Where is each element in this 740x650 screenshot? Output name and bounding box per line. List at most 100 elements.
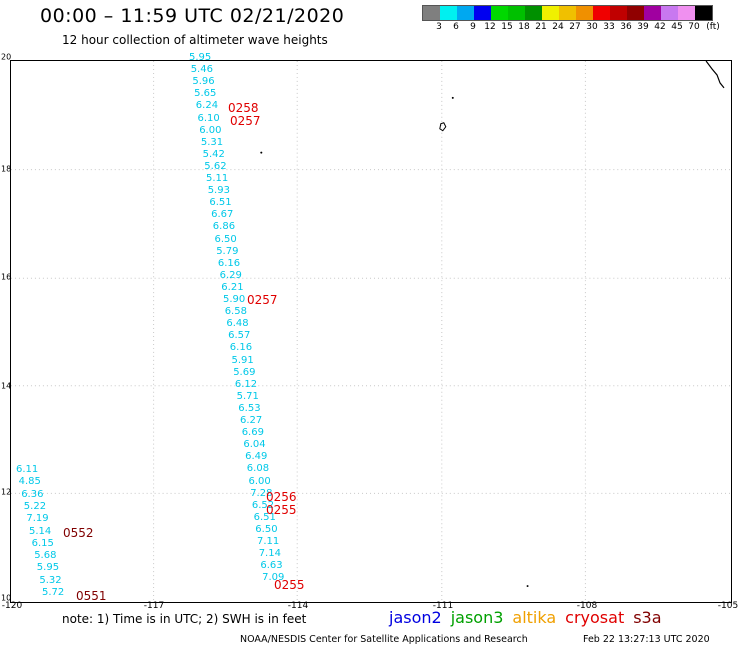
swh-value: 6.50 xyxy=(255,523,278,535)
legend-label: 33 xyxy=(603,22,615,32)
island-dot xyxy=(451,96,454,99)
legend-swatch xyxy=(695,6,712,20)
legend-swatch xyxy=(559,6,576,20)
swh-value: 6.12 xyxy=(234,378,258,390)
legend-label: 30 xyxy=(586,22,598,32)
pass-time-label: 0255 xyxy=(266,503,297,517)
satellite-legend-item: s3a xyxy=(633,608,662,627)
swh-value: 6.69 xyxy=(241,427,264,439)
legend-label: 6 xyxy=(453,22,459,32)
legend-label: (ft) xyxy=(706,22,720,32)
swh-value: 6.21 xyxy=(221,281,244,293)
swh-value: 6.11 xyxy=(16,464,39,475)
swh-value: 5.95 xyxy=(189,52,212,63)
legend-label: 27 xyxy=(569,22,581,32)
satellite-legend-item: altika xyxy=(512,608,557,627)
satellite-legend-item: cryosat xyxy=(565,608,625,627)
swh-value: 5.91 xyxy=(231,354,254,366)
legend-swatch xyxy=(423,6,440,20)
swh-value: 6.24 xyxy=(195,100,219,112)
legend-swatch xyxy=(678,6,695,20)
legend-swatch xyxy=(593,6,610,20)
swh-value: 5.72 xyxy=(42,587,65,598)
swh-value: 5.22 xyxy=(23,500,47,512)
legend-label: 36 xyxy=(620,22,632,32)
swh-value: 6.27 xyxy=(240,415,263,426)
legend-swatch xyxy=(440,6,457,20)
swh-value: 6.04 xyxy=(243,439,266,451)
color-scale-labels: 3 6 9 12 15 18 21 24 27 30 33 36 39 42 45 70 (ft) xyxy=(422,22,740,34)
lat-label: 10 xyxy=(1,593,12,603)
swh-value: 5.46 xyxy=(190,64,213,76)
coastline xyxy=(705,61,725,89)
swh-value: 5.96 xyxy=(192,76,215,88)
credit-line: NOAA/NESDIS Center for Satellite Applica… xyxy=(240,634,528,645)
swh-value: 6.00 xyxy=(248,475,271,487)
pass-time-label: 0257 xyxy=(230,114,261,128)
swh-value: 5.93 xyxy=(207,185,230,197)
swh-value: 7.19 xyxy=(26,513,49,525)
swh-value: 6.36 xyxy=(21,488,44,500)
pass-time-label: 0552 xyxy=(63,526,94,540)
footnote: note: 1) Time is in UTC; 2) SWH is in fe… xyxy=(62,612,307,626)
swh-value: 6.67 xyxy=(211,209,234,221)
legend-label: 70 xyxy=(688,22,700,32)
swh-value: 7.09 xyxy=(262,572,285,584)
swh-value: 6.86 xyxy=(212,221,236,233)
legend-swatch xyxy=(644,6,661,20)
swh-value: 5.31 xyxy=(200,136,224,148)
pass-time-label: 0551 xyxy=(76,589,107,603)
legend-swatch xyxy=(491,6,508,20)
swh-value: 6.48 xyxy=(226,318,249,330)
swh-value: 7.28 xyxy=(250,487,273,499)
legend-swatch xyxy=(610,6,627,20)
lat-label: 14 xyxy=(1,381,12,391)
swh-value: 6.63 xyxy=(260,560,283,572)
page-subtitle: 12 hour collection of altimeter wave hei… xyxy=(62,33,328,47)
pass-time-label: 0257 xyxy=(247,293,278,307)
swh-value: 6.08 xyxy=(246,463,270,475)
swh-value: 5.95 xyxy=(36,562,60,574)
swh-value: 6.15 xyxy=(31,537,54,549)
island-socorro xyxy=(439,122,447,132)
legend-label: 42 xyxy=(654,22,666,32)
island-dot xyxy=(526,585,529,588)
satellite-legend-item: jason3 xyxy=(450,608,504,627)
legend-label: 18 xyxy=(518,22,530,32)
lon-label: -117 xyxy=(143,601,165,611)
swh-value: 6.16 xyxy=(217,257,241,269)
satellite-legend-item: jason2 xyxy=(389,608,442,627)
lon-label: -114 xyxy=(287,601,309,611)
map-grid xyxy=(11,61,731,602)
lon-label: -111 xyxy=(432,601,454,611)
legend-swatch xyxy=(627,6,644,20)
swh-value: 5.79 xyxy=(216,245,239,257)
satellite-legend: jason2 jason3 altika cryosat s3a xyxy=(389,608,671,627)
swh-value: 7.14 xyxy=(258,548,281,560)
swh-value: 6.10 xyxy=(197,112,220,124)
pass-time-label: 0256 xyxy=(266,490,297,504)
swh-value: 6.58 xyxy=(224,306,247,318)
legend-swatch xyxy=(474,6,491,20)
pass-time-label: 0258 xyxy=(228,101,259,115)
swh-value: 6.16 xyxy=(229,342,253,354)
swh-value: 5.69 xyxy=(233,366,256,378)
lon-label: -120 xyxy=(1,601,23,611)
color-scale-bar xyxy=(422,5,713,21)
swh-value: 6.00 xyxy=(199,124,222,136)
swh-value: 6.50 xyxy=(214,233,237,245)
swh-value: 5.42 xyxy=(202,148,225,160)
swh-value: 5.14 xyxy=(29,525,52,537)
legend-label: 39 xyxy=(637,22,649,32)
swh-value: 5.11 xyxy=(206,173,229,184)
swh-value: 6.52 xyxy=(251,499,275,511)
swh-value: 5.90 xyxy=(223,294,246,305)
lat-label: 20 xyxy=(1,52,12,62)
swh-value: 7.11 xyxy=(257,536,280,547)
legend-swatch xyxy=(576,6,593,20)
lon-label: -105 xyxy=(717,601,739,611)
legend-label: 9 xyxy=(470,22,476,32)
legend-label: 3 xyxy=(436,22,442,32)
lat-label: 16 xyxy=(1,272,12,282)
pass-time-label: 0255 xyxy=(274,578,305,592)
